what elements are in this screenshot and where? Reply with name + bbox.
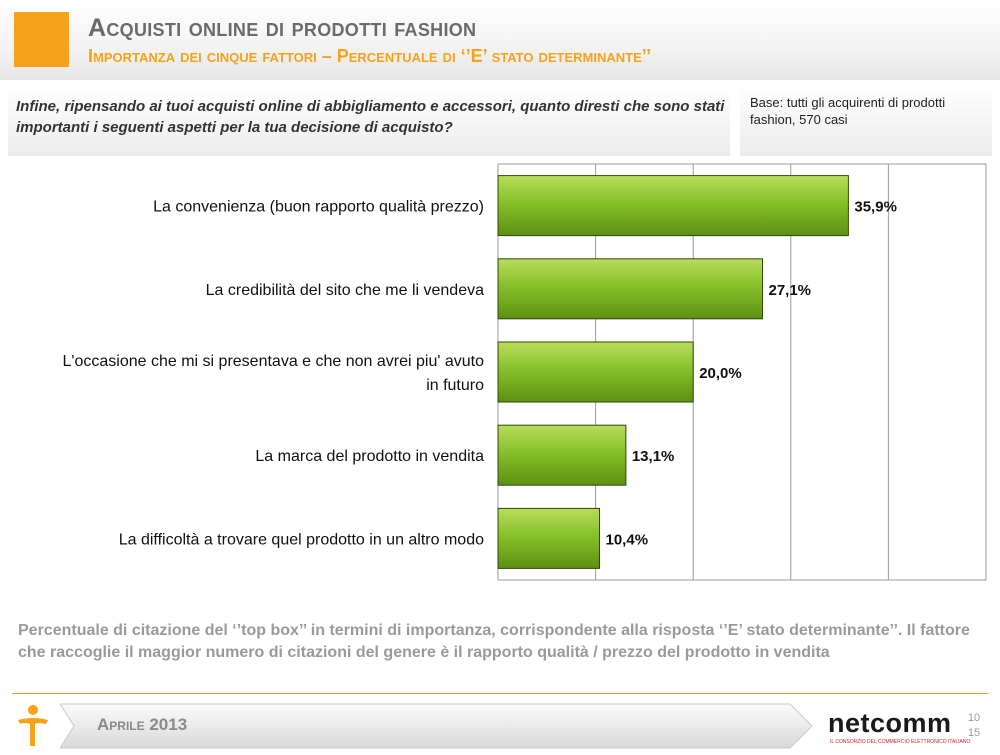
- bar: [497, 507, 601, 569]
- page-title: Acquisti online di prodotti fashion: [88, 14, 477, 42]
- category-label: in futuro: [426, 377, 484, 394]
- footer-divider: [12, 693, 988, 694]
- header-accent-square: [14, 12, 69, 67]
- category-label: La credibilità del sito che me li vendev…: [206, 282, 484, 299]
- netcomm-tagline: IL CONSORZIO DEL COMMERCIO ELETTRONICO I…: [830, 739, 971, 745]
- page-subtitle: Importanza dei cinque fattori – Percentu…: [88, 46, 652, 66]
- question-text: Infine, ripensando ai tuoi acquisti onli…: [16, 98, 725, 136]
- data-label: 20,0%: [699, 365, 742, 382]
- bar: [497, 341, 694, 403]
- bar: [497, 424, 627, 486]
- question-panel: Infine, ripensando ai tuoi acquisti onli…: [8, 86, 730, 156]
- netcomm-figure-icon: [18, 705, 48, 746]
- category-label: La convenienza (buon rapporto qualità pr…: [153, 199, 484, 216]
- footer-date-banner: [60, 703, 813, 749]
- category-label: La marca del prodotto in vendita: [255, 448, 484, 465]
- page-number: 10 15: [962, 711, 986, 741]
- page-total: 15: [967, 727, 981, 739]
- bar: [497, 175, 849, 237]
- base-text: Base: tutti gli acquirenti di prodotti f…: [750, 95, 946, 127]
- category-label: L'occasione che mi si presentava e che n…: [63, 353, 485, 370]
- footnote: Percentuale di citazione del ‘’top box’’…: [18, 622, 970, 661]
- netcomm-logo: netcomm: [828, 708, 952, 738]
- bar: [497, 258, 763, 320]
- bar-chart: 35,9% La convenienza (buon rapporto quali…: [63, 163, 987, 581]
- base-panel: Base: tutti gli acquirenti di prodotti f…: [740, 86, 992, 156]
- data-label: 27,1%: [768, 282, 811, 299]
- data-label: 35,9%: [854, 199, 897, 216]
- header: Acquisti online di prodotti fashion Impo…: [0, 0, 1000, 80]
- category-label: La difficoltà a trovare quel prodotto in…: [119, 531, 484, 548]
- footer-date: Aprile 2013: [97, 715, 188, 734]
- data-label: 13,1%: [632, 448, 675, 465]
- data-label: 10,4%: [606, 531, 649, 548]
- page-current: 10: [967, 712, 981, 724]
